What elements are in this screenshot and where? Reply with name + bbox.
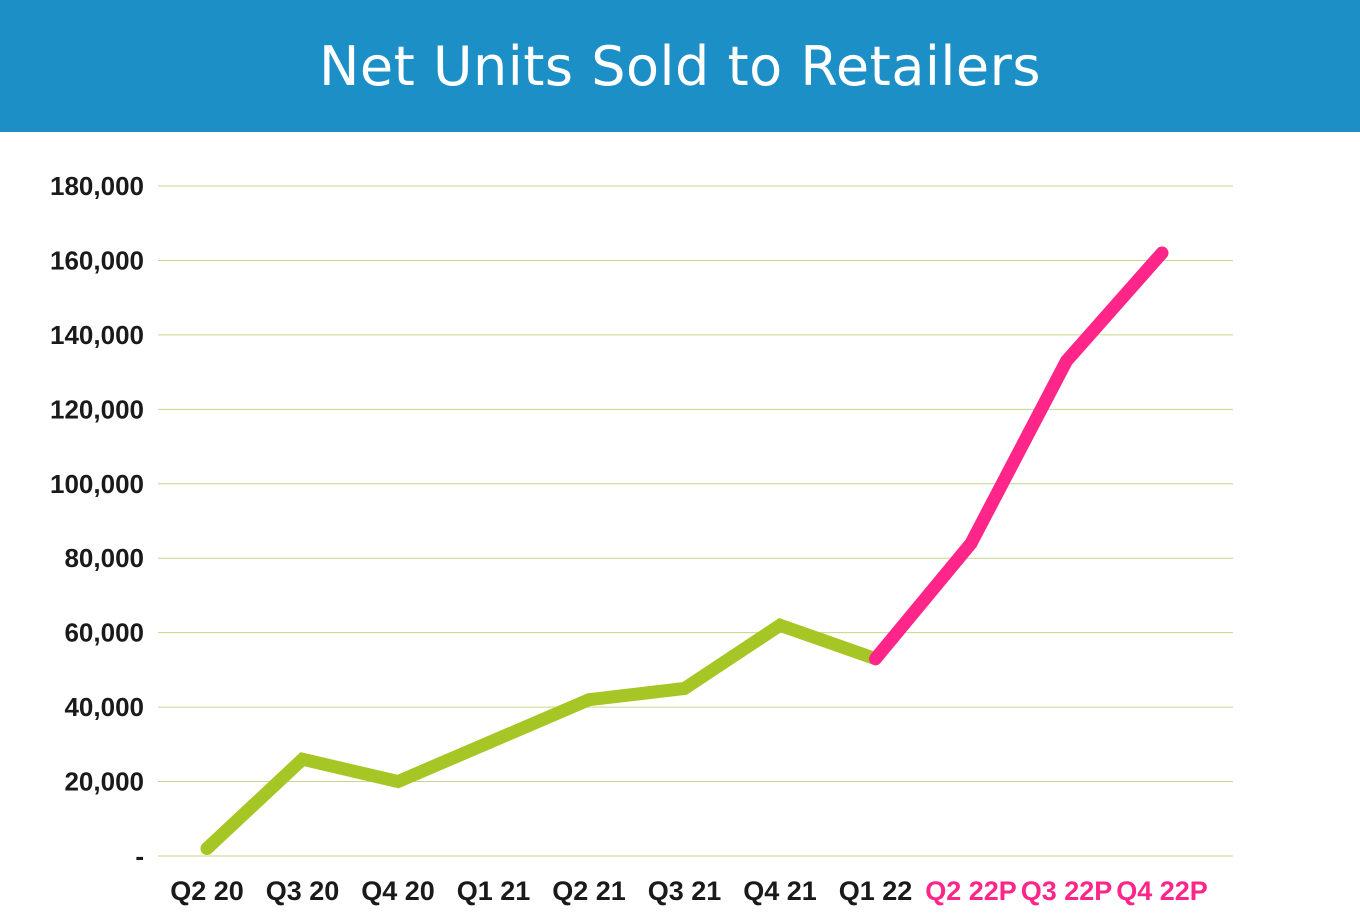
y-tick-label: - (135, 841, 144, 871)
y-tick-label: 140,000 (50, 320, 144, 350)
series-lines (200, 246, 1169, 856)
grid-lines (158, 185, 1233, 857)
y-tick-label: 120,000 (50, 394, 144, 424)
x-tick-label: Q2 21 (552, 876, 626, 906)
y-tick-label: 80,000 (64, 543, 144, 573)
x-tick-label: Q4 22P (1116, 876, 1208, 906)
x-axis-tick-labels: Q2 20 Q3 20 Q4 20 Q1 21 Q2 21 Q3 21 Q4 21 Q1 22… (170, 876, 1208, 906)
x-tick-label: Q2 22P (925, 876, 1017, 906)
y-tick-label: 180,000 (50, 171, 144, 201)
projected-series-line (869, 246, 1169, 666)
x-tick-label: Q3 20 (266, 876, 340, 906)
actual-series-line (200, 618, 882, 856)
x-tick-label: Q3 22P (1021, 876, 1113, 906)
y-axis-tick-labels: - 20,000 40,000 60,000 80,000 100,000 120,000 1… (50, 171, 144, 871)
y-tick-label: 20,000 (64, 767, 144, 797)
x-tick-label: Q3 21 (648, 876, 722, 906)
y-tick-label: 60,000 (64, 618, 144, 648)
y-tick-label: 160,000 (50, 245, 144, 275)
x-tick-label: Q4 20 (361, 876, 435, 906)
x-tick-label: Q2 20 (170, 876, 244, 906)
x-tick-label: Q4 21 (743, 876, 817, 906)
y-tick-label: 40,000 (64, 692, 144, 722)
chart-title: Net Units Sold to Retailers (319, 34, 1041, 98)
chart-header: Net Units Sold to Retailers (0, 0, 1360, 132)
y-tick-label: 100,000 (50, 469, 144, 499)
x-tick-label: Q1 22 (839, 876, 913, 906)
x-tick-label: Q1 21 (457, 876, 531, 906)
